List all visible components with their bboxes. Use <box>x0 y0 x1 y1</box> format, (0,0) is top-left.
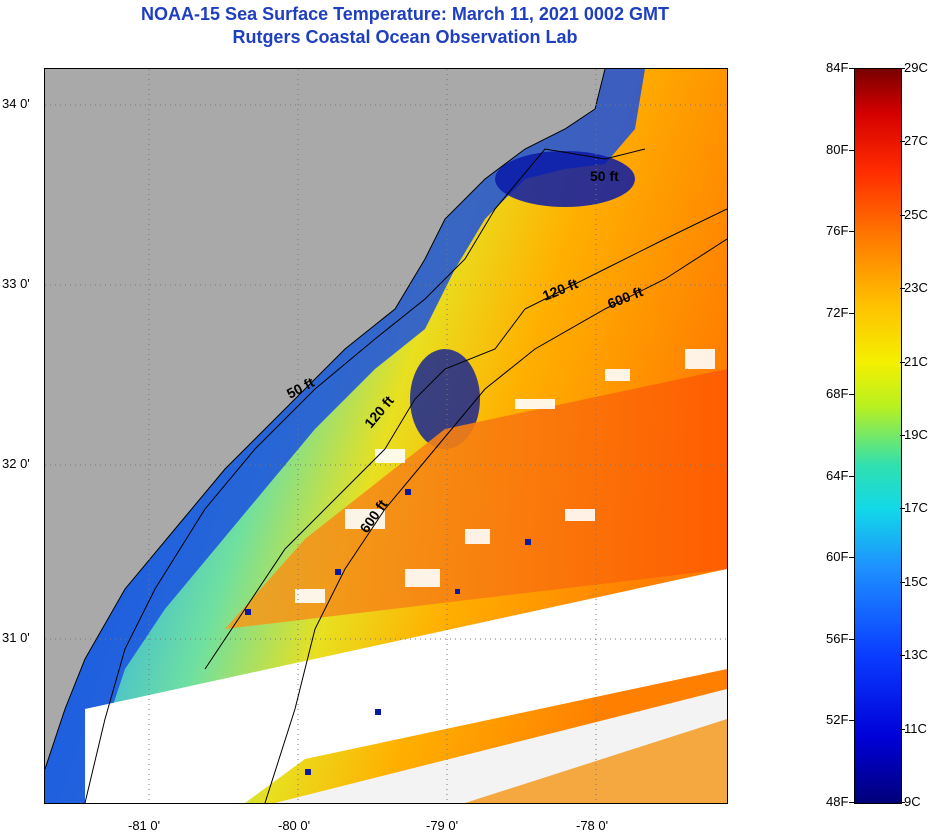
colorbar-tick <box>900 141 905 143</box>
colorbar-f-label: 52F <box>826 712 849 728</box>
latitude-label: 32 0' <box>2 456 30 471</box>
colorbar-f-label: 64F <box>826 467 849 483</box>
colorbar-tick <box>900 214 905 216</box>
colorbar-tick <box>849 720 854 722</box>
colorbar-tick <box>900 655 905 657</box>
contour-600ft <box>264 238 727 803</box>
colorbar-f-label: 56F <box>826 630 849 646</box>
colorbar-tick <box>900 68 905 69</box>
cold-speckles <box>245 489 531 775</box>
warm-lower-region <box>465 719 727 803</box>
colorbar-f-label: 68F <box>826 386 849 402</box>
colorbar-c-label: 27C <box>904 133 928 149</box>
colorbar-tick <box>849 394 854 396</box>
longitude-label: -80 0' <box>278 818 311 833</box>
colorbar-c-label: 11C <box>904 720 927 736</box>
longitude-label: -78 0' <box>576 818 609 833</box>
colorbar-tick <box>900 581 905 583</box>
warm-offshore-region <box>225 369 727 629</box>
land-mass <box>45 69 605 769</box>
latitude-label: 34 0' <box>2 96 30 111</box>
colorbar-c-label: 29C <box>904 60 928 75</box>
colorbar-tick <box>900 728 905 730</box>
colorbar-tick <box>849 638 854 640</box>
longitude-label: -81 0' <box>128 818 161 833</box>
colorbar-tick <box>849 231 854 233</box>
sst-map: 50 ft 120 ft 600 ft 50 ft 120 ft 600 ft <box>44 68 728 804</box>
colorbar-f-label: 60F <box>826 549 849 565</box>
colorbar-c-label: 23C <box>904 280 928 296</box>
colorbar-c-label: 19C <box>904 427 928 442</box>
cold-patch <box>495 151 635 207</box>
colorbar-c-label: 9C <box>904 794 921 809</box>
colorbar-tick <box>900 361 905 363</box>
map-title: NOAA-15 Sea Surface Temperature: March 1… <box>141 4 669 24</box>
colorbar-f-label: 72F <box>826 304 849 320</box>
colorbar-tick <box>900 508 905 510</box>
colorbar-c-label: 17C <box>904 500 928 516</box>
graticule <box>45 69 727 803</box>
contour-120ft <box>204 208 727 670</box>
colorbar-tick <box>849 149 854 151</box>
coastline <box>45 69 606 770</box>
map-subtitle: Rutgers Coastal Ocean Observation Lab <box>232 27 578 47</box>
colorbar-f-label: 80F <box>826 141 849 157</box>
no-data-swath <box>85 569 727 803</box>
temperature-colorbar <box>854 68 902 804</box>
colorbar-tick <box>900 802 905 803</box>
colorbar-tick <box>900 288 905 290</box>
colorbar-c-label: 21C <box>904 353 928 369</box>
latitude-label: 33 0' <box>2 276 30 291</box>
cold-patch <box>410 349 480 449</box>
colorbar-tick <box>849 802 854 803</box>
colorbar-f-label: 76F <box>826 223 849 239</box>
colorbar-tick <box>900 435 905 436</box>
sst-map-graphic: 50 ft 120 ft 600 ft 50 ft 120 ft 600 ft <box>45 69 727 803</box>
colorbar-tick <box>849 557 854 559</box>
colorbar-c-label: 25C <box>904 206 928 222</box>
coastal-cold-band <box>45 69 645 803</box>
latitude-label: 31 0' <box>2 630 30 645</box>
colorbar-f-label: 84F <box>826 60 849 75</box>
colorbar-tick <box>849 68 854 69</box>
colorbar-c-label: 13C <box>904 647 928 663</box>
contour-50ft <box>84 148 646 803</box>
contour-label: 50 ft <box>590 168 619 184</box>
colorbar-c-label: 15C <box>904 573 928 589</box>
colorbar-f-label: 48F <box>826 794 849 809</box>
colorbar-tick <box>849 475 854 477</box>
colorbar-tick <box>849 312 854 314</box>
longitude-label: -79 0' <box>426 818 459 833</box>
